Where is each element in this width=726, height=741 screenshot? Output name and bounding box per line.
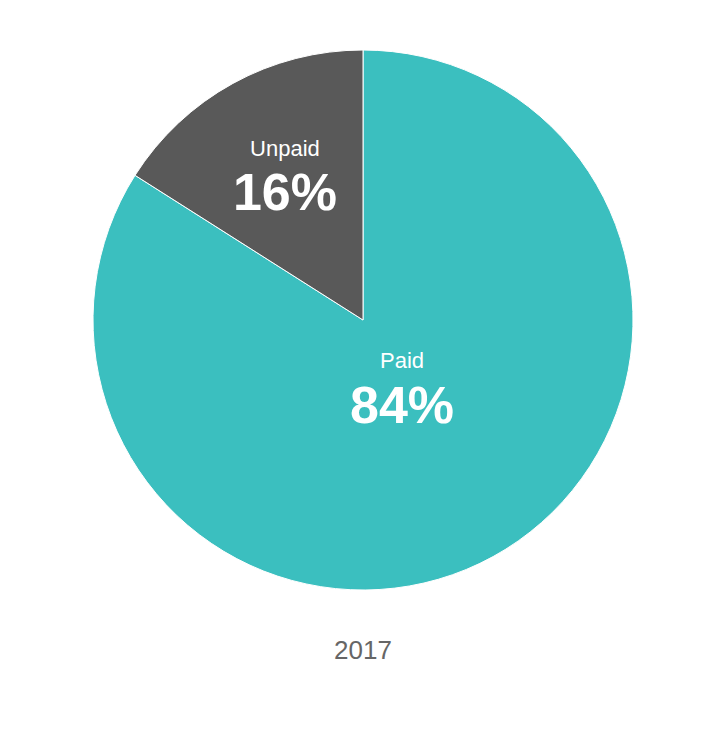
slice-category-label: Paid [380, 348, 424, 373]
pie-slice [93, 50, 633, 590]
pie-slice [135, 50, 363, 320]
chart-container: Paid 84% Unpaid16% 2017 [0, 0, 726, 741]
slices [93, 50, 633, 590]
annotation: 2017 [334, 635, 392, 665]
slice-category-label: Unpaid [250, 136, 320, 161]
slice-value-label: 16% [233, 163, 337, 221]
chart: Paid 84% Unpaid16% 2017 [0, 0, 726, 741]
slice-labels: Paid 84% Unpaid16% [233, 136, 454, 434]
slice-value-label: 84% [350, 376, 454, 434]
